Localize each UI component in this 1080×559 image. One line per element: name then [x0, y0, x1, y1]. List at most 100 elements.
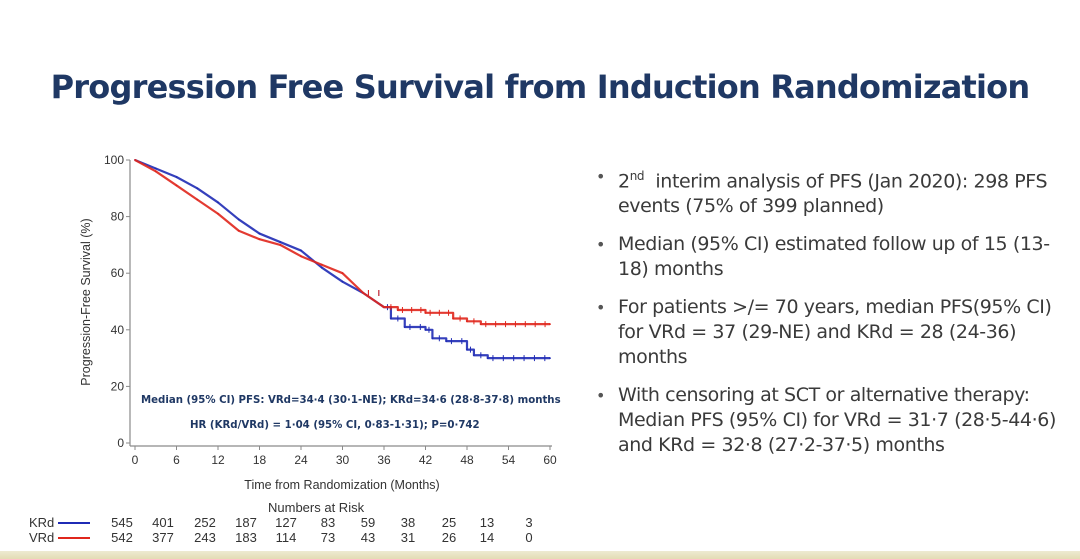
bullet-item: • With censoring at SCT or alternative th…: [596, 383, 1066, 458]
data-point-vrd: [300, 255, 302, 258]
chart-axes: 0 20 40 60 80 100 0 6 12 18 24 30 36 42 48 54 60: [104, 153, 557, 467]
data-point-krd: [300, 249, 302, 252]
data-point-vrd: [479, 323, 482, 326]
y-tick-label: 60: [111, 266, 125, 280]
risk-count: 38: [400, 515, 416, 530]
data-point-vrd: [134, 159, 136, 161]
risk-count: 43: [360, 530, 376, 545]
slide-title: Progression Free Survival from Induction…: [50, 68, 1030, 106]
km-chart: 0 20 40 60 80 100 0 6 12 18 24 30 36 42 48 54 60 Progres…: [79, 153, 561, 492]
x-tick-label: 0: [132, 453, 139, 467]
risk-row-vrd: VRd 542 377 243 183 114 73 43 31 26 14 0: [0, 530, 580, 545]
risk-count: 25: [441, 515, 457, 530]
data-point-krd: [154, 167, 157, 170]
risk-count: 183: [235, 530, 257, 545]
data-point-vrd: [154, 170, 157, 173]
data-point-krd: [279, 241, 282, 243]
data-point-krd: [390, 317, 392, 320]
data-point-vrd: [341, 272, 344, 275]
x-tick-label: 30: [336, 453, 350, 467]
y-tick-label: 80: [111, 210, 125, 224]
y-tick-label: 0: [117, 436, 124, 450]
risk-count: 14: [479, 530, 495, 545]
footer-band: [0, 551, 1080, 559]
hazard-ratio-annotation: HR (KRd/VRd) = 1·04 (95% CI, 0·83-1·31);…: [190, 420, 480, 431]
bullet-list: • 2nd interim analysis of PFS (Jan 2020):…: [596, 164, 1066, 471]
median-annotation: Median (95% CI) PFS: VRd=34·4 (30·1-NE);…: [141, 395, 561, 406]
bullet-dot-icon: •: [596, 167, 606, 186]
data-point-vrd: [383, 306, 385, 309]
data-point-krd: [237, 218, 240, 221]
risk-count: 59: [360, 515, 376, 530]
legend-line-icon: [58, 522, 90, 524]
bullet-superscript: nd: [629, 169, 645, 183]
bullet-text: With censoring at SCT or alternative the…: [618, 384, 1056, 457]
km-curve-krd: [134, 158, 550, 360]
risk-count: 545: [111, 515, 133, 530]
bullet-text: 2: [618, 170, 630, 193]
data-point-krd: [403, 326, 406, 328]
risk-count: 401: [152, 515, 174, 530]
risk-count: 243: [194, 530, 216, 545]
risk-count: 83: [320, 515, 336, 530]
km-curve-vrd: [134, 159, 550, 326]
data-point-krd: [473, 354, 475, 357]
data-point-vrd: [452, 317, 455, 320]
x-tick-label: 36: [377, 453, 391, 467]
data-point-vrd: [175, 184, 178, 187]
risk-row-label: KRd: [29, 515, 55, 530]
bullet-item: • Median (95% CI) estimated follow up of …: [596, 232, 1066, 282]
bullet-dot-icon: •: [596, 386, 606, 406]
data-point-vrd: [279, 244, 282, 246]
risk-count: 114: [275, 530, 297, 545]
data-point-krd: [196, 187, 199, 190]
data-point-vrd: [237, 229, 240, 232]
risk-count: 0: [525, 530, 533, 545]
y-tick-label: 40: [111, 323, 125, 337]
numbers-at-risk-title: Numbers at Risk: [268, 500, 365, 515]
risk-count: 252: [194, 515, 216, 530]
data-point-vrd: [424, 311, 427, 314]
data-point-krd: [217, 201, 219, 204]
x-tick-label: 42: [419, 453, 433, 467]
x-tick-label: 6: [173, 453, 180, 467]
y-tick-label: 20: [111, 379, 125, 393]
x-tick-label: 48: [460, 453, 474, 467]
data-point-krd: [424, 328, 427, 331]
data-point-krd: [431, 337, 434, 340]
risk-count: 187: [235, 515, 257, 530]
bullet-dot-icon: •: [596, 235, 606, 255]
data-point-vrd: [549, 323, 551, 326]
risk-count: 542: [111, 530, 133, 545]
risk-count: 31: [400, 530, 416, 545]
bullet-item: • For patients >/= 70 years, median PFS(9…: [596, 295, 1066, 370]
data-point-vrd: [362, 292, 365, 294]
data-point-vrd: [466, 320, 468, 323]
data-point-vrd: [258, 238, 261, 241]
x-tick-label: 12: [211, 453, 225, 467]
data-point-krd: [175, 176, 178, 178]
x-tick-label: 24: [294, 453, 308, 467]
risk-count: 127: [275, 515, 297, 530]
data-point-vrd: [217, 212, 219, 215]
bullet-dot-icon: •: [596, 298, 606, 318]
data-point-krd: [445, 340, 448, 343]
chart-curves: [134, 158, 551, 362]
risk-count: 377: [152, 530, 174, 545]
data-point-krd: [466, 348, 468, 351]
data-point-krd: [486, 357, 489, 359]
data-point-vrd: [320, 263, 323, 266]
data-point-krd: [320, 266, 323, 269]
data-point-krd: [258, 232, 261, 235]
risk-count: 13: [479, 515, 495, 530]
data-point-krd: [341, 280, 344, 283]
risk-row-label: VRd: [29, 530, 55, 545]
risk-count: 3: [525, 515, 533, 530]
risk-count: 73: [320, 530, 336, 545]
x-tick-label: 18: [253, 453, 267, 467]
data-point-vrd: [196, 198, 199, 201]
bullet-item: • 2nd interim analysis of PFS (Jan 2020):…: [596, 164, 1066, 219]
x-tick-label: 60: [543, 453, 557, 467]
risk-count: 26: [441, 530, 457, 545]
data-point-krd: [549, 357, 551, 359]
